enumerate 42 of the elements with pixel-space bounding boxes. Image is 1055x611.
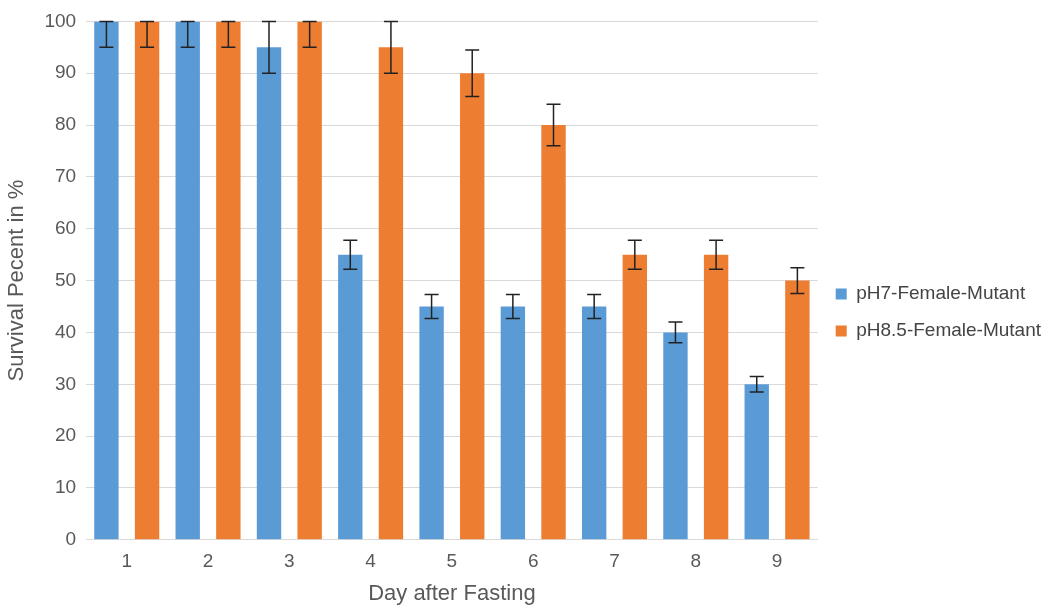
bar xyxy=(419,306,444,540)
bar xyxy=(94,21,119,540)
y-tick-label: 80 xyxy=(54,113,77,135)
bar xyxy=(744,384,769,540)
bar xyxy=(581,306,607,540)
y-tick-label: 90 xyxy=(54,61,77,83)
bar xyxy=(622,254,647,540)
x-tick-label: 7 xyxy=(609,550,620,572)
y-tick-label: 40 xyxy=(54,320,77,342)
x-tick-label: 2 xyxy=(202,550,214,572)
x-tick-label: 5 xyxy=(446,550,458,572)
bar xyxy=(460,73,485,540)
y-tick-label: 70 xyxy=(54,165,77,187)
bar xyxy=(256,47,282,540)
bar xyxy=(216,21,241,540)
y-tick-label: 30 xyxy=(54,372,77,394)
y-tick-label: 100 xyxy=(44,9,77,31)
bar xyxy=(175,21,200,540)
x-tick-label: 8 xyxy=(690,550,702,572)
x-axis-title: Day after Fasting xyxy=(368,579,536,605)
y-tick-label: 0 xyxy=(65,528,77,550)
bar xyxy=(338,254,363,540)
legend-label: pH7-Female-Mutant xyxy=(856,282,1026,304)
bar xyxy=(134,21,160,540)
x-tick-label: 6 xyxy=(527,550,539,572)
bar xyxy=(378,47,404,540)
legend-label: pH8.5-Female-Mutant xyxy=(856,319,1042,341)
y-tick-label: 20 xyxy=(54,424,77,446)
x-tick-label: 4 xyxy=(365,550,377,572)
x-tick-label: 1 xyxy=(121,550,133,572)
y-axis-title: Survival Pecent in % xyxy=(3,179,29,382)
y-tick-label: 60 xyxy=(54,216,77,238)
bar xyxy=(703,254,729,540)
bar xyxy=(500,306,526,540)
y-tick-label: 10 xyxy=(54,476,77,498)
bar xyxy=(541,125,566,540)
bar xyxy=(297,21,322,540)
y-tick-label: 50 xyxy=(54,268,77,290)
bar xyxy=(785,280,810,540)
x-tick-label: 3 xyxy=(284,550,295,572)
bar xyxy=(663,332,688,540)
x-tick-label: 9 xyxy=(771,550,783,572)
